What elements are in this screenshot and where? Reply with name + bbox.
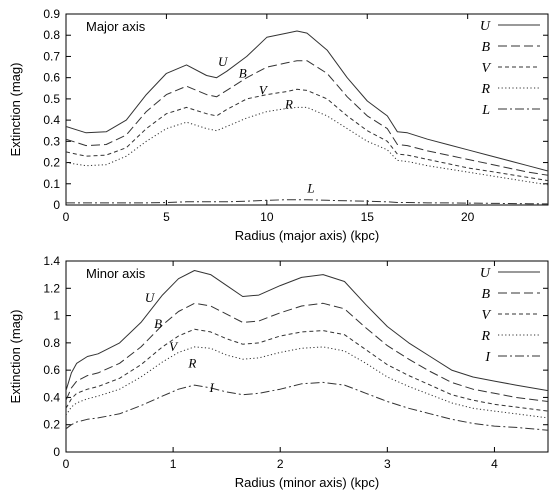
y-tick-label: 0.2 (43, 156, 60, 170)
y-tick-label: 0.6 (43, 363, 60, 377)
y-tick-label: 1.4 (43, 254, 60, 268)
legend-label-V: V (481, 308, 491, 323)
legend-label-L: L (481, 103, 490, 118)
y-tick-label: 1 (53, 309, 60, 323)
x-tick-label: 2 (277, 457, 284, 471)
y-tick-label: 0.9 (43, 7, 60, 21)
series-line-U (66, 30, 548, 172)
plot-frame (65, 13, 549, 206)
y-tick-label: 1.2 (43, 281, 60, 295)
series-line-U (66, 270, 548, 392)
series-line-R (66, 346, 548, 419)
legend-label-R: R (480, 82, 490, 97)
x-tick-label: 1 (170, 457, 177, 471)
curve-label-V: V (259, 83, 269, 98)
x-tick-label: 4 (491, 457, 498, 471)
y-tick-label: 0 (53, 445, 60, 459)
x-tick-label: 5 (163, 210, 170, 224)
legend-label-B: B (481, 40, 490, 55)
curve-label-U: U (218, 54, 229, 69)
series-line-R (66, 106, 548, 186)
y-axis-label: Extinction (mag) (8, 63, 23, 157)
x-tick-label: 15 (361, 210, 375, 224)
series-line-I (66, 381, 548, 431)
y-tick-label: 0.6 (43, 71, 60, 85)
y-tick-label: 0.2 (43, 418, 60, 432)
curve-label-R: R (284, 96, 293, 111)
plot-frame (65, 260, 549, 453)
x-axis-label: Radius (major axis) (kpc) (235, 228, 379, 243)
legend-label-I: I (484, 350, 491, 365)
x-tick-label: 0 (63, 210, 70, 224)
legend-label-V: V (481, 61, 491, 76)
curve-label-B: B (239, 66, 247, 81)
x-tick-label: 20 (461, 210, 475, 224)
panel-label: Major axis (86, 19, 146, 34)
curve-label-B: B (154, 316, 162, 331)
y-tick-label: 0.5 (43, 92, 60, 106)
panel-2: 0 1 2 3 4 0 0.2 0.4 0.6 0.8 1 1.2 1.4 Radius (minor a… (8, 254, 549, 490)
legend-label-U: U (480, 266, 491, 281)
legend-label-B: B (481, 287, 490, 302)
y-tick-label: 0.8 (43, 336, 60, 350)
series-line-B (66, 60, 548, 176)
y-tick-label: 0.8 (43, 28, 60, 42)
y-axis-label: Extinction (mag) (8, 310, 23, 404)
series-line-L (66, 199, 548, 205)
curve-label-V: V (169, 339, 179, 354)
y-tick-label: 0.4 (43, 390, 60, 404)
legend-label-R: R (480, 329, 490, 344)
x-tick-label: 0 (63, 457, 70, 471)
series-line-B (66, 302, 548, 402)
series-line-V (66, 88, 548, 182)
x-axis-label: Radius (minor axis) (kpc) (235, 475, 379, 490)
curve-label-R: R (187, 355, 196, 370)
y-tick-label: 0.7 (43, 49, 60, 63)
x-tick-label: 10 (260, 210, 274, 224)
y-tick-label: 0 (53, 198, 60, 212)
curve-label-U: U (145, 290, 156, 305)
y-tick-label: 0.3 (43, 134, 60, 148)
curve-label-I: I (208, 380, 214, 395)
panel-label: Minor axis (86, 266, 146, 281)
panel-1: 0 5 10 15 20 0 0.1 0.2 0.3 0.4 0.5 0.6 0.7 0.8 0.9 Radi… (8, 7, 549, 243)
x-tick-label: 3 (384, 457, 391, 471)
curve-label-L: L (306, 180, 314, 195)
y-tick-label: 0.4 (43, 113, 60, 127)
legend-label-U: U (480, 19, 491, 34)
series-line-V (66, 328, 548, 412)
y-tick-label: 0.1 (43, 177, 60, 191)
